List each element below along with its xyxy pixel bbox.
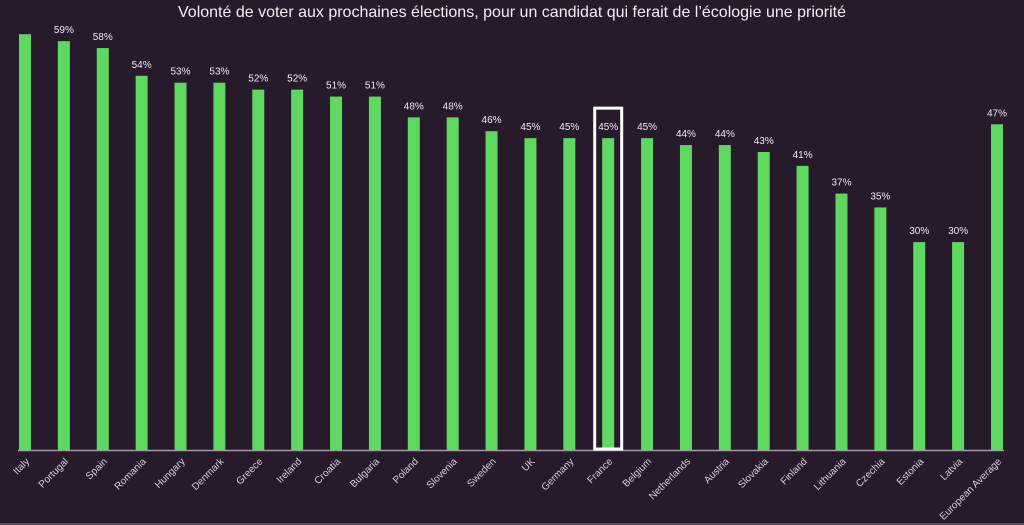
data-label: 45%	[520, 122, 540, 133]
x-tick-label: Poland	[391, 456, 421, 486]
x-tick-label: Spain	[84, 456, 110, 482]
data-label: 30%	[909, 226, 929, 237]
x-tick-label: Sweden	[465, 456, 498, 489]
data-label: 51%	[326, 81, 346, 92]
x-tick-label: France	[586, 456, 616, 486]
x-tick-label: Austria	[702, 456, 732, 486]
data-label: 37%	[831, 178, 851, 189]
chart-title: Volonté de voter aux prochaines élection…	[178, 4, 846, 21]
x-tick-label: Slovakia	[736, 456, 771, 491]
x-tick-label: Finland	[779, 456, 810, 487]
bar-lithuania	[835, 193, 848, 450]
x-tick-label: Czechia	[854, 456, 888, 490]
bar-bulgaria	[368, 96, 381, 450]
data-label: 30%	[948, 226, 968, 237]
bar-denmark	[213, 82, 226, 451]
bar-slovenia	[446, 117, 459, 451]
data-label: 41%	[793, 150, 813, 161]
bar-belgium	[641, 138, 654, 450]
bar-poland	[407, 117, 420, 451]
x-tick-label: UK	[520, 456, 538, 474]
data-label: 35%	[870, 191, 890, 202]
x-tick-label: Netherlands	[647, 456, 693, 502]
x-tick-label: Bulgaria	[348, 456, 382, 490]
bar-finland	[796, 165, 809, 450]
data-label: 45%	[559, 122, 579, 133]
x-tick-label: Latvia	[939, 456, 966, 483]
data-label: 51%	[365, 81, 385, 92]
bar-slovakia	[757, 152, 770, 450]
x-tick-label: Croatia	[313, 456, 344, 487]
data-label: 52%	[248, 74, 268, 85]
data-label: 44%	[715, 129, 735, 140]
data-label: 48%	[404, 101, 424, 112]
data-label: 52%	[287, 74, 307, 85]
bar-estonia	[913, 242, 926, 450]
data-label: 59%	[54, 25, 74, 36]
data-label: 48%	[443, 101, 463, 112]
bar-germany	[563, 138, 576, 450]
bar-czechia	[874, 207, 887, 450]
data-label: 45%	[637, 122, 657, 133]
x-tick-label: Italy	[11, 456, 32, 477]
x-tick-label: Ireland	[275, 456, 304, 485]
bar-greece	[252, 89, 265, 450]
bar-italy	[19, 34, 31, 450]
x-tick-label: Belgium	[621, 456, 654, 489]
data-label: 54%	[132, 60, 152, 71]
bar-romania	[135, 75, 148, 450]
bar-sweden	[485, 131, 498, 450]
bar-portugal	[57, 41, 70, 450]
data-label: 45%	[598, 122, 618, 133]
data-label: 47%	[987, 108, 1007, 119]
bar-uk	[524, 138, 537, 450]
data-label: 46%	[482, 115, 502, 126]
data-label: 58%	[93, 32, 113, 43]
x-tick-label: Lithuania	[812, 456, 849, 493]
data-label: 43%	[754, 136, 774, 147]
x-tick-label: Greece	[234, 456, 265, 487]
bar-austria	[718, 145, 731, 450]
x-tick-label: Portugal	[37, 456, 71, 490]
bar-ireland	[291, 89, 304, 450]
data-label: 44%	[676, 129, 696, 140]
bar-netherlands	[679, 145, 692, 450]
data-label: 53%	[209, 67, 229, 78]
highlight-box-france	[593, 106, 624, 451]
bar-france	[602, 138, 615, 450]
data-label: 53%	[171, 67, 191, 78]
bar-spain	[96, 48, 109, 451]
x-tick-label: Slovenia	[425, 456, 460, 491]
x-tick-label: Hungary	[153, 456, 188, 491]
bar-latvia	[952, 242, 965, 450]
bar-european-average	[991, 124, 1003, 450]
x-tick-label: Germany	[540, 456, 577, 493]
bar-hungary	[174, 82, 187, 451]
bottom-strip	[0, 523, 1024, 525]
x-tick-label: Romania	[113, 456, 149, 492]
x-tick-label: Denmark	[190, 456, 227, 493]
x-tick-label: Estonia	[895, 456, 927, 488]
bar-croatia	[330, 96, 343, 450]
